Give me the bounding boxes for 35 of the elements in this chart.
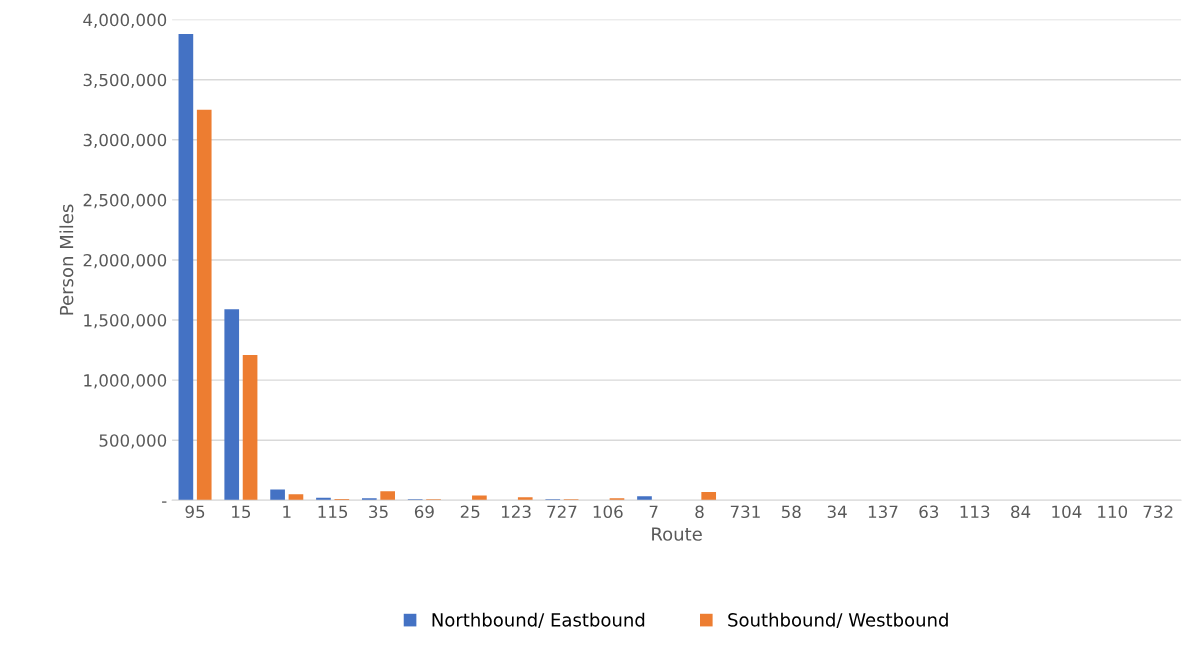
x-tick-label: 123 bbox=[502, 505, 531, 519]
y-tick-label: 3,000,000 bbox=[83, 133, 167, 149]
x-tick-label: 35 bbox=[369, 505, 388, 519]
x-tick-label: 727 bbox=[547, 505, 577, 518]
y-tick-label: 4,000,000 bbox=[83, 13, 167, 28]
x-tick-label: 95 bbox=[185, 505, 205, 519]
x-tick-label: 137 bbox=[868, 505, 898, 519]
x-tick-label: 115 bbox=[318, 505, 348, 519]
x-tick-label: 69 bbox=[414, 505, 434, 519]
x-tick-label: 7 bbox=[649, 505, 658, 518]
x-tick-label: 106 bbox=[593, 505, 623, 519]
y-tick-label: 2,500,000 bbox=[83, 193, 167, 209]
y-tick-label: 500,000 bbox=[99, 434, 167, 449]
y-tick-label: 1,000,000 bbox=[84, 374, 167, 389]
y-axis-title: Person Miles bbox=[59, 204, 74, 315]
y-tick-label: 2,000,000 bbox=[83, 253, 167, 269]
x-tick-label: 732 bbox=[1143, 505, 1173, 519]
x-tick-label: 34 bbox=[827, 505, 847, 519]
x-tick-label: 25 bbox=[460, 505, 480, 519]
x-axis-title: Route bbox=[652, 527, 702, 541]
x-tick-label: 110 bbox=[1098, 505, 1128, 519]
x-tick-label: 731 bbox=[730, 505, 760, 519]
y-tick-label: 1,500,000 bbox=[84, 314, 167, 329]
legend-label: Southbound/ Westbound bbox=[728, 612, 948, 629]
x-tick-label: 113 bbox=[960, 505, 990, 519]
x-tick-label: 58 bbox=[781, 505, 801, 519]
x-tick-label: 104 bbox=[1052, 505, 1082, 519]
x-tick-label: 84 bbox=[1011, 505, 1031, 519]
y-tick-label: 3,500,000 bbox=[83, 73, 167, 88]
x-tick-label: 1 bbox=[283, 505, 291, 518]
x-tick-label: 8 bbox=[695, 505, 704, 519]
y-tick-label: - bbox=[162, 501, 167, 503]
legend-label: Northbound/ Eastbound bbox=[432, 612, 645, 629]
x-tick-label: 15 bbox=[232, 505, 251, 519]
x-tick-label: 63 bbox=[919, 505, 939, 519]
